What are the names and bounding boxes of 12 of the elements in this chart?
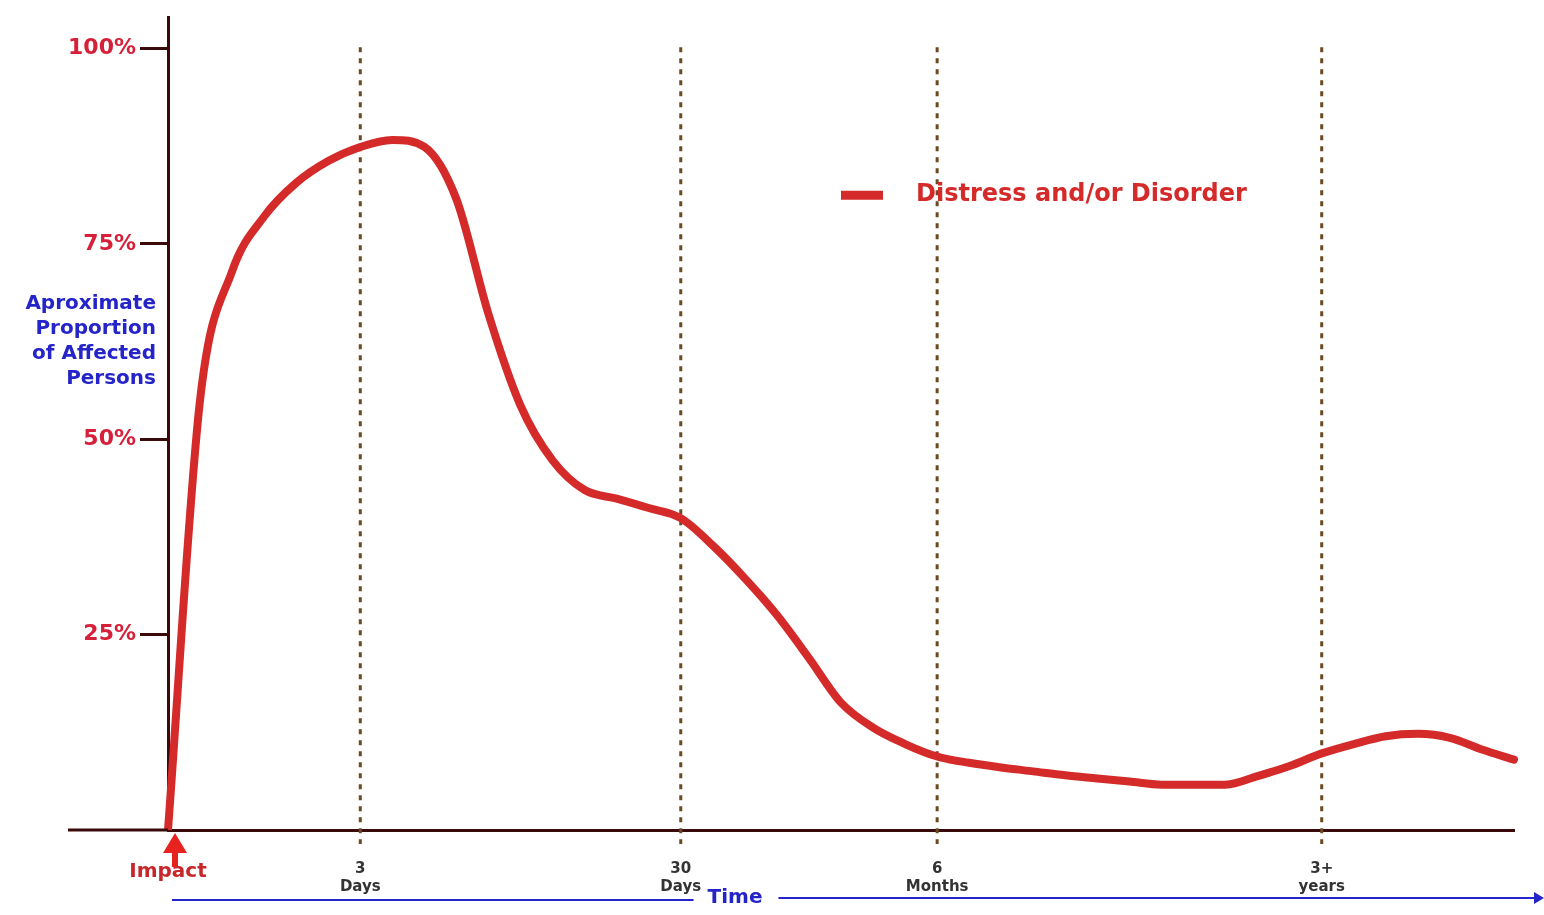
y-tick-label: 50% xyxy=(83,424,136,450)
x-tick-label: 3+ years xyxy=(1298,858,1345,895)
legend-label: Distress and/or Disorder xyxy=(916,179,1248,208)
x-tick-label: 6 Months xyxy=(905,858,969,895)
y-axis-title: Aproximate Proportion of Affected Persons xyxy=(25,290,156,390)
x-tick-label: Impact xyxy=(129,858,208,883)
x-axis-title: Time xyxy=(707,884,763,909)
y-tick-label: 25% xyxy=(83,620,136,646)
x-tick-label: 30 Days xyxy=(660,858,702,895)
y-tick-label: 100% xyxy=(68,34,136,60)
x-tick-label: 3 Days xyxy=(339,858,381,895)
y-tick-label: 75% xyxy=(83,229,136,255)
